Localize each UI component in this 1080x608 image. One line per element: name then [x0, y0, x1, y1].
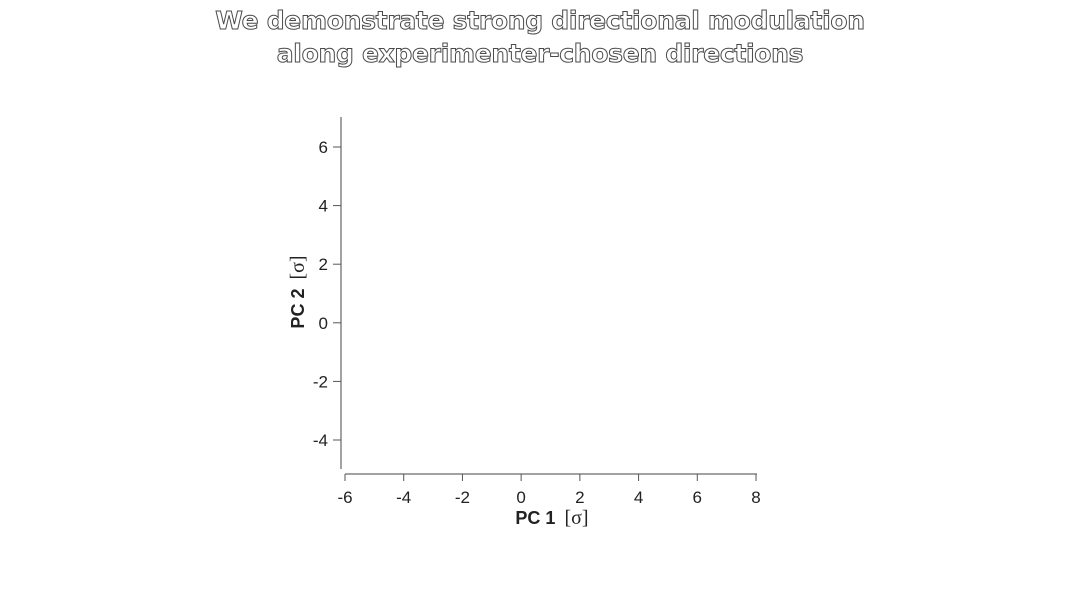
x-axis-title-unit: [σ] [564, 507, 588, 529]
x-tick-label: -4 [396, 488, 411, 507]
x-tick-label: -6 [337, 488, 352, 507]
x-tick-label: 0 [516, 488, 525, 507]
y-tick-label: -2 [313, 372, 328, 391]
slide-title-line-1: We demonstrate strong directional modula… [215, 6, 866, 36]
x-tick-label: 8 [751, 488, 760, 507]
y-tick-label: 2 [319, 255, 328, 274]
y-axis-title-main: PC 2 [288, 289, 308, 329]
y-axis-title: PC 2 [σ] [287, 255, 309, 328]
y-tick-label: 4 [319, 197, 328, 216]
y-tick-label: -4 [313, 431, 328, 450]
slide-title-line-2: along experimenter-chosen directions [276, 39, 804, 69]
x-tick-label: 2 [575, 488, 584, 507]
y-axis-ticks: -4 -2 0 2 4 6 [313, 138, 341, 450]
slide-title: We demonstrate strong directional modula… [0, 4, 1080, 70]
x-tick-label: 6 [693, 488, 702, 507]
y-tick-label: 6 [319, 138, 328, 157]
x-axis-title: PC 1 [σ] [515, 507, 588, 529]
y-tick-label: 0 [319, 314, 328, 333]
y-axis-title-unit: [σ] [287, 255, 309, 279]
x-tick-label: -2 [455, 488, 470, 507]
x-axis-ticks: -6 -4 -2 0 2 4 6 8 [337, 474, 761, 507]
x-axis-title-main: PC 1 [515, 508, 555, 528]
x-tick-label: 4 [634, 488, 643, 507]
